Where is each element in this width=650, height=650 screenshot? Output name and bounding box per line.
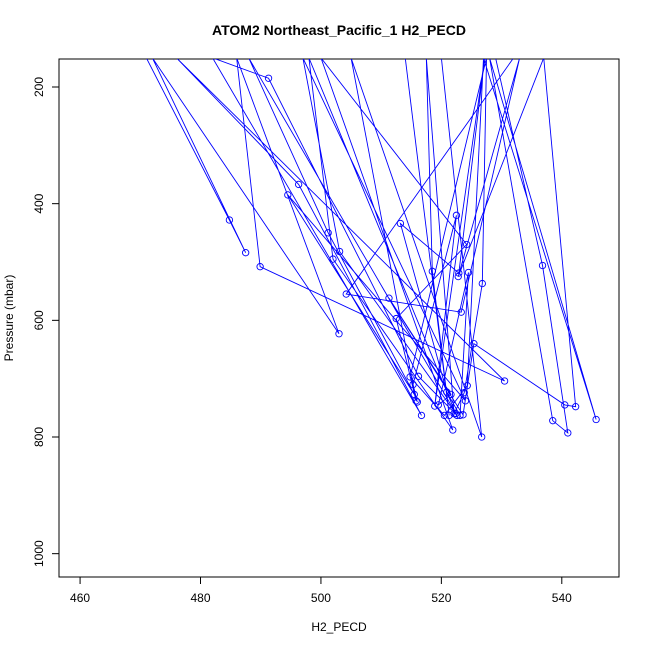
data-point bbox=[549, 417, 557, 425]
data-point bbox=[385, 294, 393, 302]
y-tick-label: 200 bbox=[32, 77, 46, 97]
data-point bbox=[242, 249, 250, 257]
data-point bbox=[564, 429, 572, 437]
data-point bbox=[410, 390, 418, 399]
data-point bbox=[406, 373, 414, 381]
series-line bbox=[146, 59, 597, 438]
data-point bbox=[500, 377, 509, 385]
x-tick-label: 520 bbox=[431, 591, 451, 605]
data-point bbox=[392, 314, 400, 323]
data-point bbox=[342, 290, 350, 298]
data-point bbox=[256, 263, 264, 271]
data-point bbox=[463, 240, 471, 249]
data-point bbox=[592, 415, 600, 424]
data-point bbox=[571, 403, 580, 411]
data-point bbox=[456, 411, 464, 420]
data-point bbox=[264, 74, 273, 82]
data-point bbox=[412, 397, 420, 405]
data-point bbox=[464, 268, 473, 277]
x-tick-label: 480 bbox=[190, 591, 210, 605]
y-axis: 200 400 600 800 1000 bbox=[32, 77, 59, 567]
plot-area bbox=[146, 59, 600, 441]
x-tick-label: 460 bbox=[70, 591, 90, 605]
data-point bbox=[538, 261, 547, 270]
data-point bbox=[460, 389, 468, 397]
data-point bbox=[445, 411, 453, 420]
data-point bbox=[440, 411, 449, 420]
data-point bbox=[443, 388, 451, 396]
x-axis-label: H2_PECD bbox=[311, 620, 367, 634]
data-point bbox=[455, 269, 463, 277]
data-point bbox=[434, 401, 443, 409]
data-point bbox=[457, 308, 465, 316]
data-point bbox=[478, 279, 486, 288]
data-point bbox=[335, 330, 343, 338]
data-point bbox=[478, 433, 486, 441]
x-tick-label: 500 bbox=[311, 591, 331, 605]
data-point bbox=[431, 402, 439, 410]
data-point bbox=[414, 372, 423, 380]
data-point bbox=[463, 382, 471, 390]
data-point bbox=[454, 272, 462, 281]
data-point bbox=[329, 255, 337, 263]
data-point bbox=[470, 340, 478, 348]
data-point bbox=[295, 180, 303, 189]
data-point bbox=[284, 191, 292, 199]
data-point bbox=[324, 229, 332, 237]
chart-title: ATOM2 Northeast_Pacific_1 H2_PECD bbox=[212, 22, 466, 38]
data-point bbox=[459, 411, 467, 419]
data-point bbox=[413, 398, 421, 406]
x-axis: 460 480 500 520 540 bbox=[70, 577, 572, 605]
data-point bbox=[452, 211, 461, 219]
data-point bbox=[428, 267, 436, 275]
data-point bbox=[409, 380, 417, 389]
data-point bbox=[461, 397, 470, 405]
y-tick-label: 400 bbox=[32, 193, 46, 213]
data-point bbox=[396, 219, 405, 228]
data-point bbox=[561, 401, 569, 409]
data-point bbox=[335, 247, 344, 256]
y-tick-label: 800 bbox=[32, 427, 46, 447]
y-tick-label: 600 bbox=[32, 310, 46, 330]
y-tick-label: 1000 bbox=[32, 540, 46, 567]
data-point bbox=[447, 390, 455, 399]
y-axis-label: Pressure (mbar) bbox=[2, 275, 16, 362]
data-point bbox=[225, 216, 234, 224]
series-group bbox=[146, 59, 600, 441]
plot-frame bbox=[58, 58, 620, 578]
data-point bbox=[417, 411, 426, 420]
x-tick-label: 540 bbox=[552, 591, 572, 605]
data-point bbox=[449, 426, 457, 434]
data-point bbox=[452, 410, 460, 418]
